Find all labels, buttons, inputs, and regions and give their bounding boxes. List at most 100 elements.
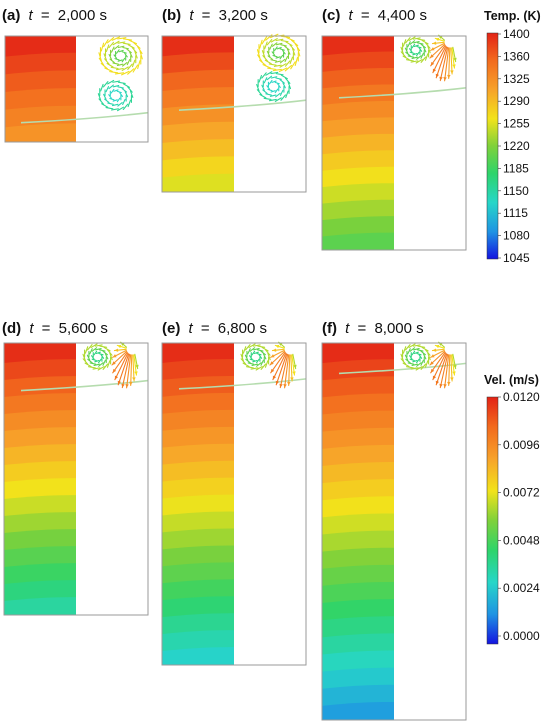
velocity-vector <box>424 360 429 368</box>
velocity-vector <box>98 57 105 66</box>
velocity-vector <box>277 83 281 89</box>
velocity-vector <box>112 99 118 102</box>
velocity-vector <box>104 353 109 360</box>
velocity-vector <box>425 349 431 356</box>
velocity-vector <box>279 353 289 389</box>
velocity-vector <box>444 47 450 82</box>
velocity-vector <box>245 358 251 364</box>
velocity-vector <box>116 97 121 103</box>
velocity-vector <box>252 359 258 363</box>
velocity-vector <box>253 348 260 351</box>
velocity-vector <box>105 44 110 52</box>
melt-interface-line <box>20 379 149 392</box>
velocity-vector <box>97 366 105 371</box>
velocity-vector-head <box>430 61 435 66</box>
panel-e-frame <box>161 342 307 666</box>
velocity-vector <box>268 79 273 85</box>
velocity-vector <box>260 363 267 370</box>
velocity-vector <box>272 68 282 72</box>
panel-e-time: 6,800 s <box>218 320 267 337</box>
velocity-vector <box>422 46 427 53</box>
velocity-vector <box>266 50 271 58</box>
velocity-vector-head <box>443 77 447 81</box>
velocity-vector <box>109 58 115 64</box>
velocity-vector <box>409 48 413 53</box>
velocity-vector <box>109 352 113 361</box>
velocity-vector <box>275 56 281 59</box>
velocity-vector <box>287 81 292 90</box>
panel-f-temperature-field <box>322 343 394 720</box>
colorbar-tick-label: 0.0000 <box>503 629 540 643</box>
velocity-vector <box>122 98 126 106</box>
panel-b-frame <box>161 35 307 193</box>
velocity-vector <box>97 93 102 101</box>
velocity-vector <box>407 362 415 365</box>
panel-b-eq: = <box>202 7 211 24</box>
velocity-vector <box>279 89 284 96</box>
velocity-vector <box>112 84 120 88</box>
velocity-vector <box>110 66 119 70</box>
velocity-vector <box>420 350 426 356</box>
velocity-vector <box>409 40 416 45</box>
velocity-vector <box>407 55 415 58</box>
velocity-vector <box>111 36 121 41</box>
velocity-vector <box>409 358 415 362</box>
velocity-vector <box>256 89 263 96</box>
velocity-vector <box>269 43 273 50</box>
velocity-vector <box>271 51 276 56</box>
velocity-vector <box>256 349 264 352</box>
velocity-vector <box>270 59 278 62</box>
velocity-vector <box>117 86 124 89</box>
velocity-vector <box>290 354 293 382</box>
velocity-vector <box>430 44 446 67</box>
velocity-vector <box>270 351 286 374</box>
velocity-vector <box>89 362 97 365</box>
velocity-vector <box>416 42 424 45</box>
velocity-vector <box>420 52 424 59</box>
velocity-vector <box>102 359 106 366</box>
velocity-vector <box>126 48 132 54</box>
velocity-vector <box>400 51 407 58</box>
velocity-vector <box>134 50 138 59</box>
panel-f-eq: = <box>358 320 367 337</box>
panel-f-var: t <box>345 320 350 337</box>
velocity-vector <box>411 56 419 59</box>
velocity-vector <box>257 54 263 63</box>
velocity-vector <box>404 47 409 54</box>
velocity-vector <box>259 59 267 67</box>
velocity-vector <box>114 58 120 61</box>
velocity-vector-head <box>435 344 440 349</box>
velocity-vector <box>99 345 108 348</box>
temperature-colorbar: Temp. (K) 1400 1360 1325 1290 1255 1220 1185 11… <box>484 9 541 265</box>
velocity-vector <box>240 358 247 365</box>
velocity-vector <box>411 350 416 356</box>
panel-f-title: (f) t = 8,000 s <box>322 320 424 337</box>
melt-interface-line <box>20 111 149 124</box>
velocity-vector <box>412 359 418 363</box>
velocity-vector <box>266 38 273 46</box>
colorbar-tick-label: 0.0096 <box>503 438 540 452</box>
velocity-vector-head <box>114 375 119 380</box>
velocity-vector <box>411 363 419 366</box>
velocity-vector <box>291 48 296 56</box>
velocity-vector <box>100 354 105 359</box>
velocity-vector <box>117 45 125 49</box>
velocity-vector <box>416 51 420 57</box>
velocity-vector <box>107 79 115 85</box>
velocity-vector <box>98 52 102 62</box>
velocity-vector <box>435 353 448 386</box>
panel-f-time: 8,000 s <box>374 320 423 337</box>
velocity-vector <box>285 90 289 99</box>
velocity-vector <box>260 350 266 356</box>
velocity-vector-head <box>112 354 117 358</box>
panel-c-temperature-field <box>322 36 394 251</box>
velocity-vector <box>91 358 97 362</box>
velocity-vector-head <box>287 381 291 386</box>
velocity-vector <box>415 366 423 371</box>
panel-d-velocity-vectors <box>20 341 149 392</box>
velocity-vector <box>117 59 123 62</box>
velocity-colorbar-ticks: 0.0120 0.0096 0.0072 0.0048 0.0024 0.0000 <box>498 390 540 643</box>
velocity-vector <box>280 35 291 39</box>
velocity-vector <box>412 344 421 347</box>
